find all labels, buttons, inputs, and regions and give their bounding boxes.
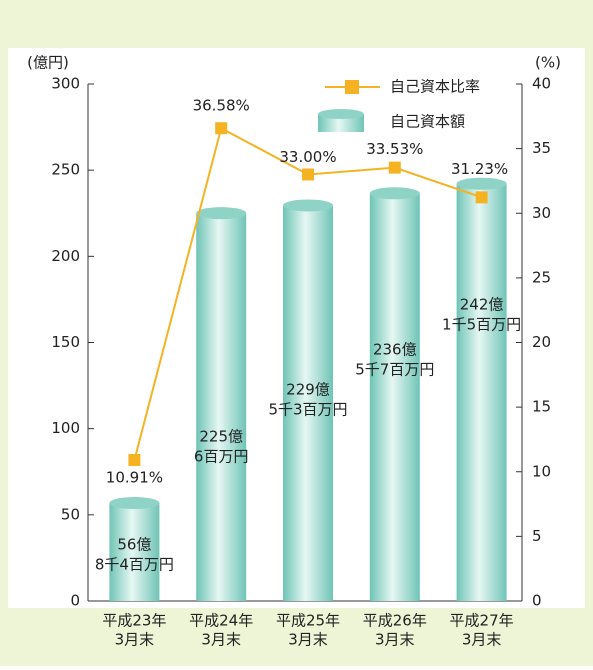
y-tick-label: 50 [61, 505, 80, 523]
x-tick-label: 平成26年 [363, 612, 427, 630]
line-value-label: 33.00% [279, 148, 336, 166]
bar-top [283, 199, 333, 212]
marker [128, 453, 141, 466]
x-tick-label: 平成24年 [189, 612, 253, 630]
legend-bar-top [318, 109, 364, 119]
bar-value-label: 236億 [373, 341, 417, 359]
y-tick-label: 250 [51, 161, 80, 179]
y2-tick-label: 35 [532, 139, 551, 157]
legend-bar [318, 114, 364, 132]
legend-marker [345, 80, 359, 94]
bar [456, 183, 507, 602]
line-value-label: 33.53% [366, 140, 423, 158]
x-tick-label: 平成27年 [450, 612, 514, 630]
marker [475, 191, 488, 204]
x-tick-label: 3月末 [288, 631, 328, 649]
bar [109, 503, 160, 601]
bar-value-label: 56億 [117, 536, 151, 554]
y2-tick-label: 30 [532, 204, 551, 222]
bar-value-label: 225億 [199, 428, 243, 446]
y2-tick-label: 0 [532, 592, 542, 610]
bar-top [196, 207, 247, 220]
y2-tick-label: 5 [532, 527, 542, 545]
x-tick-label: 3月末 [375, 631, 415, 649]
legend-label: 自己資本額 [390, 113, 465, 131]
bar-value-label: 229億 [286, 381, 330, 399]
bar [196, 213, 247, 601]
y2-axis-title: (%) [535, 54, 561, 72]
bar-top [109, 497, 160, 510]
y-axis-title: (億円) [27, 54, 69, 72]
bar-value-label: 1千5百万円 [442, 316, 521, 334]
bar-value-label: 8千4百万円 [95, 556, 174, 574]
y2-tick-label: 10 [532, 462, 551, 480]
x-tick-label: 3月末 [115, 631, 155, 649]
y2-tick-label: 15 [532, 398, 551, 416]
x-tick-label: 3月末 [462, 631, 502, 649]
x-tick-label: 3月末 [201, 631, 241, 649]
line-value-label: 36.58% [193, 97, 250, 115]
y-tick-label: 200 [51, 247, 80, 265]
bar [369, 193, 420, 601]
y-tick-label: 300 [51, 75, 80, 93]
y-tick-label: 100 [51, 419, 80, 437]
bar-top [456, 177, 507, 190]
bar-value-label: 5千7百万円 [355, 361, 434, 379]
bar-value-label: 6百万円 [194, 448, 249, 466]
line-value-label: 10.91% [106, 468, 163, 486]
x-tick-label: 平成25年 [276, 612, 340, 630]
x-tick-label: 平成23年 [102, 612, 166, 630]
y-tick-label: 150 [51, 333, 80, 351]
bar-top [369, 187, 420, 200]
legend-label: 自己資本比率 [390, 78, 480, 96]
bar [283, 205, 333, 601]
bar-value-label: 242億 [460, 296, 504, 314]
marker [215, 122, 228, 135]
marker [388, 161, 401, 174]
y2-tick-label: 20 [532, 333, 551, 351]
marker [302, 168, 314, 181]
bar-value-label: 5千3百万円 [268, 401, 347, 419]
y-tick-label: 0 [70, 592, 80, 610]
y2-tick-label: 25 [532, 268, 551, 286]
line-value-label: 31.23% [451, 160, 508, 178]
y2-tick-label: 40 [532, 75, 551, 93]
